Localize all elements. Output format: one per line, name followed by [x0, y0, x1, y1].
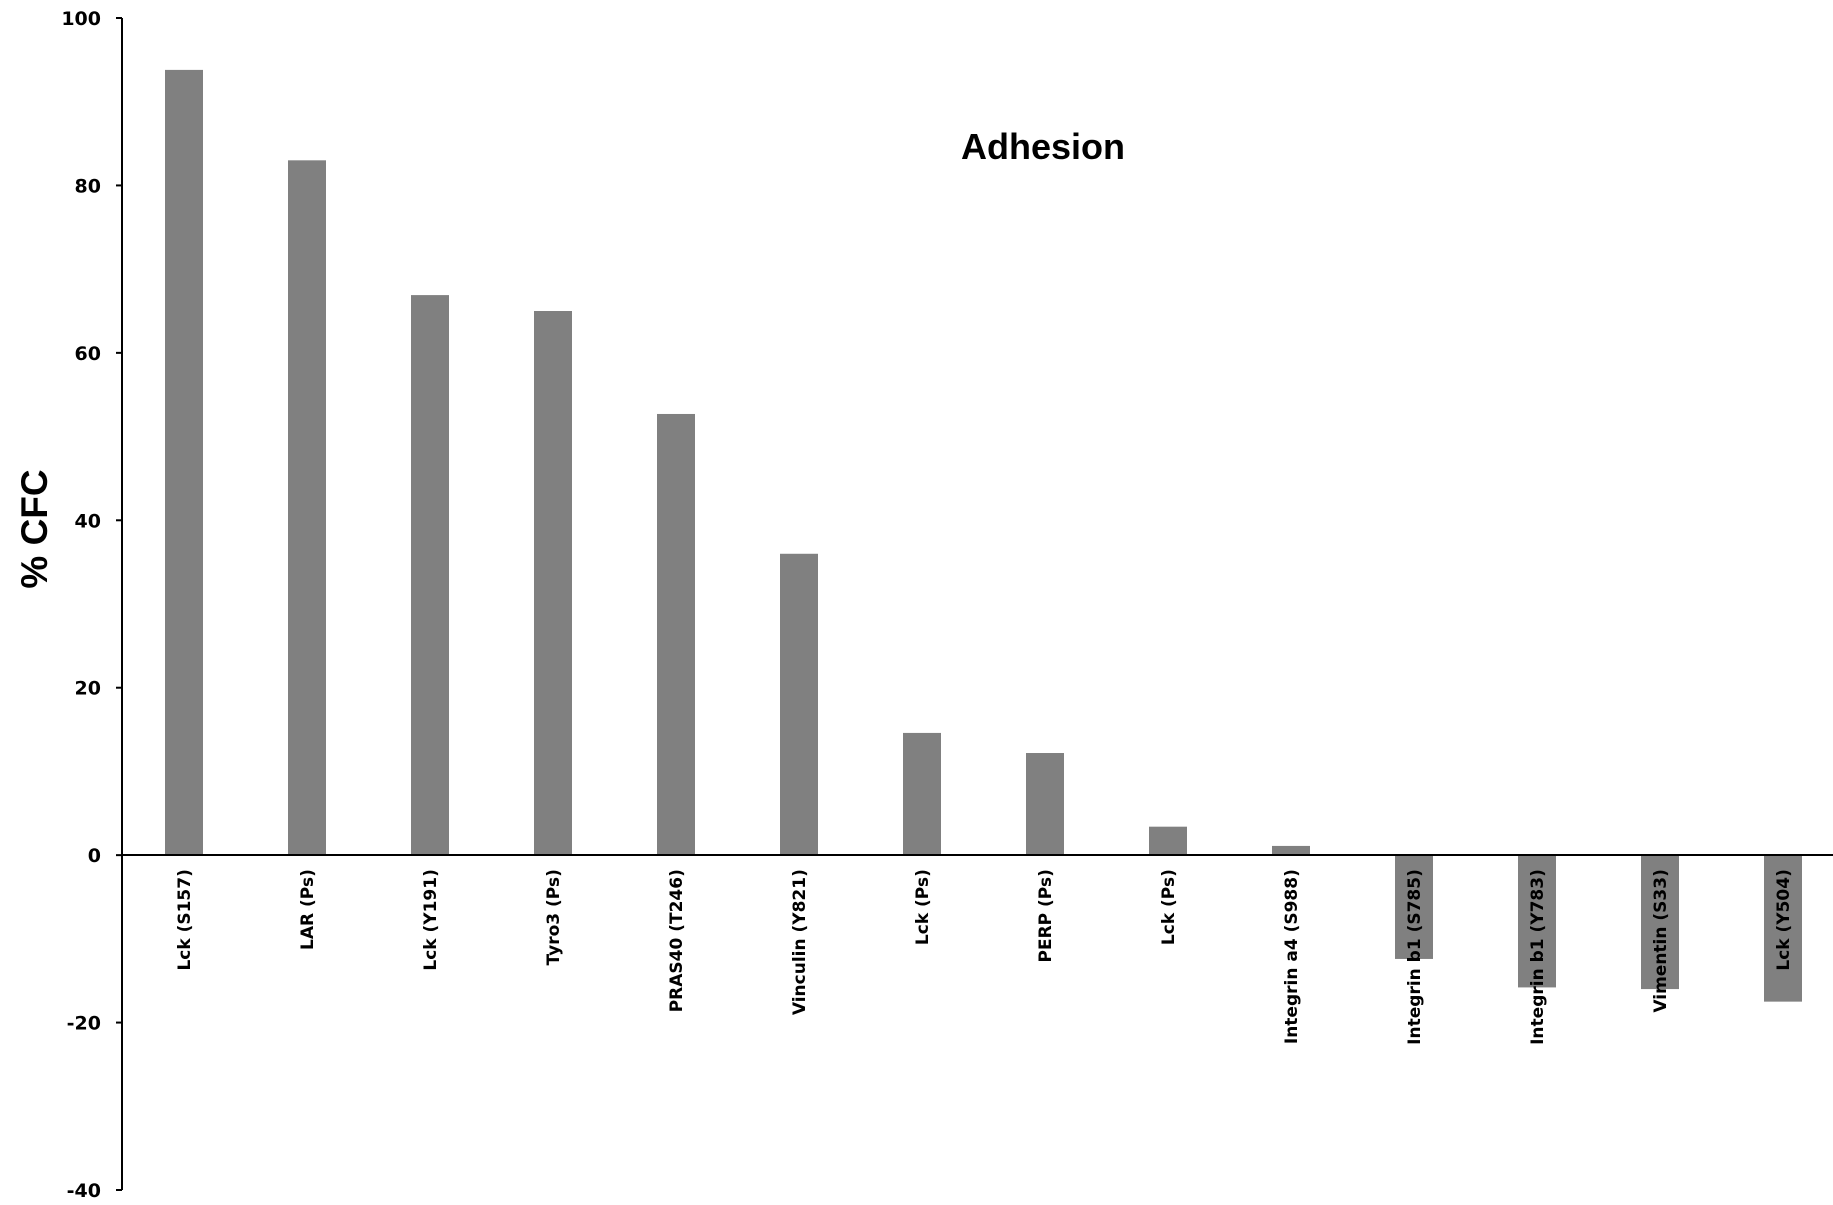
x-category-label: Integrin b1 (S785) [1405, 869, 1425, 1045]
bar [1149, 826, 1187, 856]
y-axis-ticks: -40 -20 0 20 40 60 80 100 [61, 8, 122, 1202]
x-category-label: Lck (Y191) [421, 869, 441, 970]
bar [1272, 845, 1310, 856]
y-tick-label: 20 [75, 678, 101, 700]
x-category-label: Vinculin (Y821) [790, 869, 810, 1015]
bar [288, 160, 326, 856]
bar [1026, 753, 1064, 856]
x-category-label: Integrin b1 (Y783) [1528, 869, 1548, 1045]
y-tick-label: 0 [88, 845, 101, 867]
y-tick-label: -40 [67, 1180, 101, 1202]
x-category-label: Tyro3 (Ps) [544, 869, 564, 965]
y-tick-label: 80 [75, 175, 101, 197]
y-tick-label: 40 [75, 510, 101, 532]
x-category-label: Lck (Ps) [913, 869, 933, 945]
y-tick-label: -20 [67, 1013, 101, 1035]
bar [657, 413, 695, 856]
x-category-label: LAR (Ps) [298, 869, 318, 950]
x-category-label: Lck (S157) [175, 869, 195, 970]
bar [1518, 855, 1556, 988]
y-axis-title: % CFC [14, 469, 55, 588]
bar [780, 553, 818, 856]
bar [1764, 855, 1802, 1002]
category-labels: Lck (S157) LAR (Ps) Lck (Y191) Tyro3 (Ps) PR… [175, 869, 1794, 1045]
bar [534, 311, 572, 856]
y-tick-label: 100 [61, 8, 101, 30]
bars [165, 69, 1802, 1002]
bar [165, 69, 203, 856]
x-category-label: PERP (Ps) [1036, 869, 1056, 962]
bar [903, 732, 941, 856]
x-category-label: Integrin a4 (S988) [1282, 869, 1302, 1044]
x-category-label: Vimentin (S33) [1651, 869, 1671, 1012]
x-category-label: Lck (Y504) [1774, 869, 1794, 970]
y-tick-label: 60 [75, 343, 101, 365]
bar [411, 295, 449, 856]
bar [1395, 855, 1433, 959]
x-category-label: Lck (Ps) [1159, 869, 1179, 945]
chart-title: Adhesion [961, 126, 1125, 167]
x-category-label: PRAS40 (T246) [667, 869, 687, 1012]
bar [1641, 855, 1679, 990]
